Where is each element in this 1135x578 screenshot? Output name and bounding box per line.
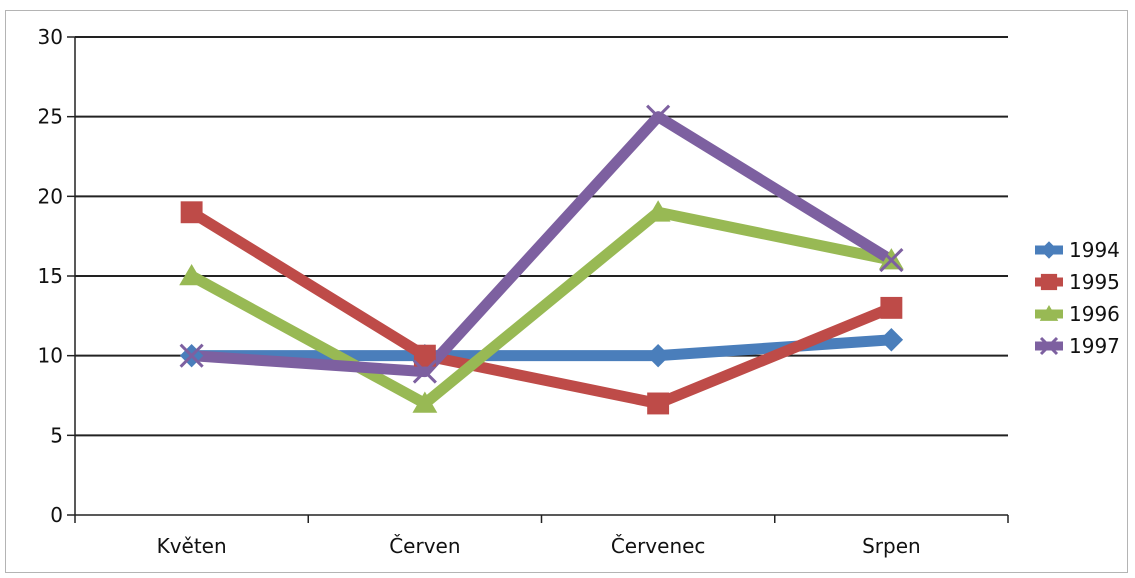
series-line-1995 — [186, 206, 897, 409]
legend: 1994 1995 1996 1997 — [1035, 238, 1120, 358]
x-tick-label: Červen — [389, 534, 460, 558]
x-tick-label: Červenec — [611, 534, 706, 558]
series-line-1996 — [186, 206, 897, 409]
data-point-1997-3 — [879, 248, 904, 273]
data-point-1995-1 — [413, 344, 436, 367]
legend-marker — [1040, 241, 1058, 259]
series-lines — [186, 111, 897, 409]
legend-entry-1996: 1996 — [1035, 302, 1120, 326]
data-point-1995-0 — [180, 201, 203, 224]
legend-marker — [1040, 273, 1058, 291]
x-tick-labels: Květen Červen Červenec Srpen — [157, 534, 921, 558]
legend-entry-1997: 1997 — [1035, 334, 1120, 358]
legend-label: 1994 — [1069, 238, 1120, 262]
legend-entry-1994: 1994 — [1035, 238, 1120, 262]
y-tick-label: 15 — [38, 264, 63, 288]
data-point-1995-3 — [880, 296, 903, 319]
y-tick-label: 0 — [50, 503, 63, 527]
legend-label: 1995 — [1069, 270, 1120, 294]
legend-marker — [1039, 305, 1059, 321]
data-point-1994-2 — [646, 343, 670, 368]
legend-label: 1996 — [1069, 302, 1120, 326]
data-point-1996-2 — [645, 200, 671, 222]
y-tick-labels: 0 5 10 15 20 25 30 — [38, 25, 63, 527]
series-line-1994 — [186, 334, 897, 362]
y-tick-label: 20 — [38, 184, 63, 208]
legend-entry-1995: 1995 — [1035, 270, 1120, 294]
data-point-1996-1 — [412, 391, 438, 413]
data-point-1994-3 — [879, 328, 904, 352]
data-point-1995-2 — [647, 392, 670, 415]
series-markers — [179, 104, 904, 415]
legend-label: 1997 — [1069, 334, 1120, 358]
x-tick-label: Květen — [157, 534, 227, 558]
data-point-1997-1 — [412, 359, 437, 384]
data-point-1997-0 — [179, 343, 204, 368]
y-tick-label: 25 — [38, 105, 63, 129]
y-tick-label: 10 — [38, 344, 63, 368]
series-line-1997 — [186, 111, 897, 378]
data-point-1997-2 — [646, 104, 671, 129]
legend-marker — [1039, 336, 1059, 356]
y-tick-label: 5 — [50, 423, 63, 447]
data-point-1996-0 — [179, 264, 205, 286]
axes — [67, 36, 1009, 523]
x-tick-label: Srpen — [862, 534, 921, 558]
y-tick-label: 30 — [38, 25, 63, 49]
